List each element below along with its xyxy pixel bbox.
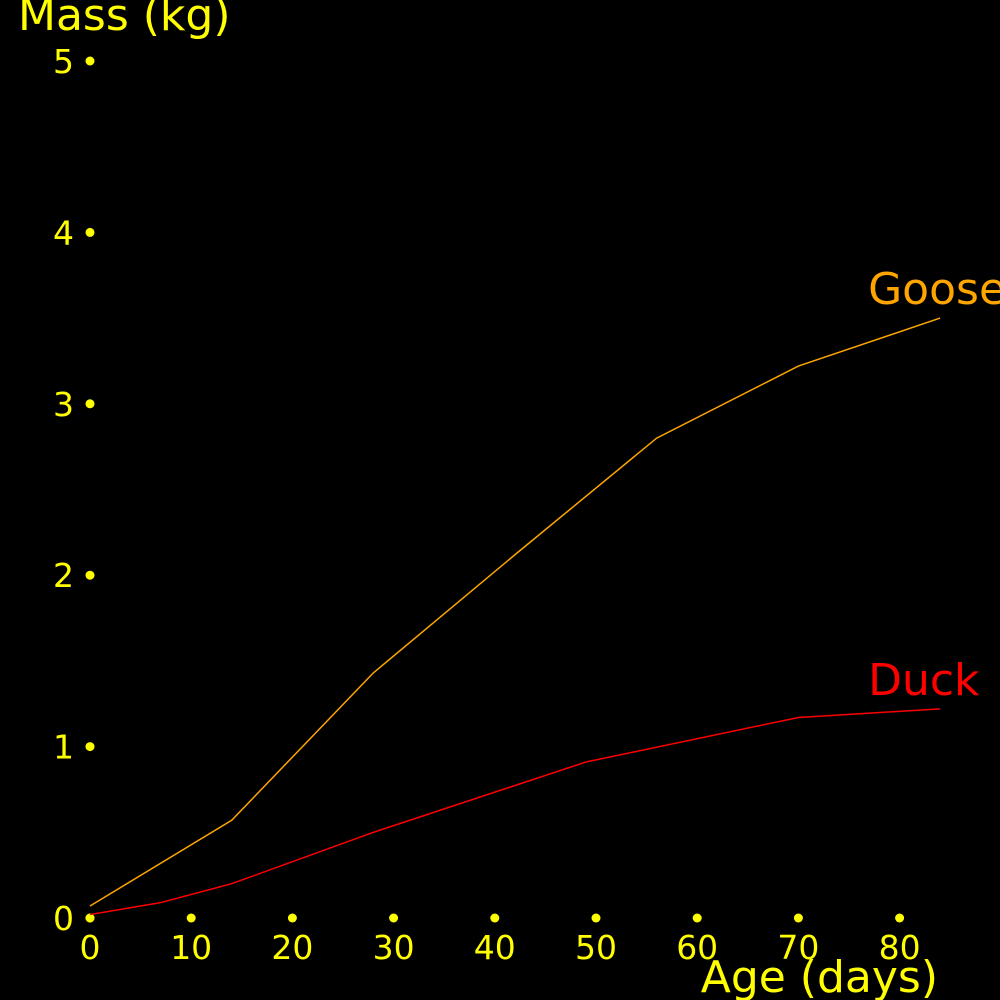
y-tick-mark — [85, 56, 95, 66]
x-tick-label: 50 — [575, 928, 617, 967]
y-tick-mark — [85, 399, 95, 409]
y-axis-title: Mass (kg) — [18, 0, 231, 41]
x-axis-title: Age (days) — [701, 952, 938, 1000]
y-tick-mark — [85, 742, 95, 752]
x-tick-label: 0 — [80, 928, 101, 967]
x-tick-mark — [490, 913, 500, 923]
y-tick-mark — [85, 913, 95, 923]
y-tick-label: 5 — [53, 42, 74, 81]
x-tick-mark — [287, 913, 297, 923]
y-tick-label: 4 — [53, 213, 74, 252]
x-tick-label: 40 — [474, 928, 516, 967]
x-tick-label: 60 — [676, 928, 718, 967]
y-axis-ticks: 0 1 2 3 4 5 — [53, 42, 95, 938]
y-tick-label: 0 — [53, 899, 74, 938]
series-labels: Goose Duck — [868, 264, 1000, 706]
series-label-goose: Goose — [868, 264, 1000, 315]
x-axis-ticks: 0 10 20 30 40 50 60 70 80 — [80, 913, 921, 967]
x-tick-label: 10 — [170, 928, 212, 967]
x-tick-mark — [692, 913, 702, 923]
series-lines — [89, 317, 941, 916]
x-tick-label: 20 — [271, 928, 313, 967]
y-tick-label: 3 — [53, 385, 74, 424]
x-tick-mark — [186, 913, 196, 923]
y-tick-mark — [85, 570, 95, 580]
y-tick-label: 2 — [53, 556, 74, 595]
series-label-duck: Duck — [868, 655, 980, 706]
x-tick-mark — [389, 913, 399, 923]
x-tick-mark — [793, 913, 803, 923]
x-tick-label: 30 — [373, 928, 415, 967]
series-line-goose — [89, 317, 941, 907]
y-tick-mark — [85, 227, 95, 237]
series-line-duck — [89, 708, 941, 916]
x-tick-mark — [591, 913, 601, 923]
x-tick-label: 80 — [879, 928, 921, 967]
y-tick-label: 1 — [53, 728, 74, 767]
x-tick-mark — [895, 913, 905, 923]
x-tick-label: 70 — [777, 928, 819, 967]
